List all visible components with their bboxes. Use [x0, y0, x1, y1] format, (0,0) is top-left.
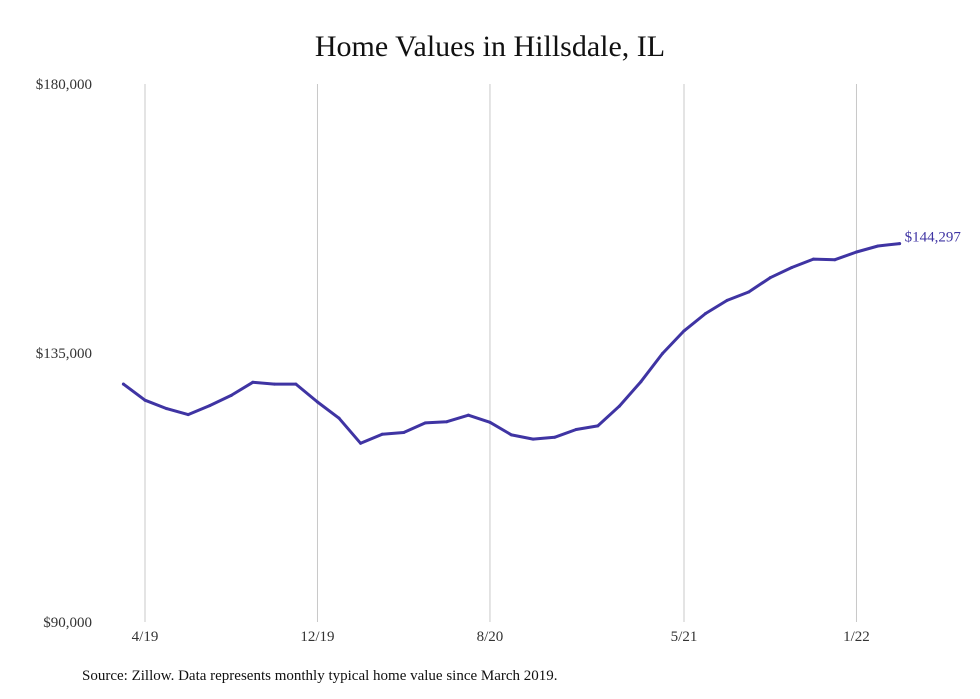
- data-point: [208, 404, 212, 408]
- data-point: [423, 421, 427, 425]
- x-tick-label: 8/20: [477, 629, 504, 645]
- data-point: [553, 435, 557, 439]
- data-point: [294, 382, 298, 386]
- data-point: [165, 407, 169, 411]
- data-point: [251, 380, 255, 384]
- x-tick-label: 5/21: [671, 629, 698, 645]
- data-point: [790, 266, 794, 270]
- series-line-group: [121, 242, 902, 445]
- data-point: [682, 329, 686, 333]
- gridlines: [144, 84, 857, 622]
- data-point: [639, 380, 643, 384]
- data-point: [315, 400, 319, 404]
- y-tick-label: $90,000: [43, 615, 92, 631]
- y-tick-label: $180,000: [36, 77, 92, 93]
- data-point: [143, 398, 147, 402]
- data-point: [596, 424, 600, 428]
- end-value-label: $144,297: [905, 230, 962, 246]
- data-point: [229, 393, 233, 397]
- data-point: [121, 382, 125, 386]
- y-tick-label: $135,000: [36, 346, 92, 362]
- data-point: [510, 433, 514, 437]
- data-point: [380, 432, 384, 436]
- data-point: [359, 441, 363, 445]
- data-point: [747, 290, 751, 294]
- x-tick-label: 4/19: [132, 629, 159, 645]
- data-point: [531, 437, 535, 441]
- data-point: [876, 244, 880, 248]
- axis-labels: 4/19 12/19 8/20 5/21 1/22 $180,000 $135,000 $90…: [36, 77, 962, 645]
- chart-title: Home Values in Hillsdale, IL: [314, 30, 666, 63]
- data-point: [833, 258, 837, 262]
- data-point: [466, 413, 470, 417]
- data-point: [854, 250, 858, 254]
- data-point: [337, 416, 341, 420]
- x-tick-label: 1/22: [843, 629, 870, 645]
- source-note: Source: Zillow. Data represents monthly …: [82, 668, 558, 684]
- data-point: [660, 352, 664, 356]
- data-point: [617, 404, 621, 408]
- series-line: [121, 242, 902, 445]
- data-point: [898, 242, 902, 246]
- data-point: [768, 276, 772, 280]
- data-point: [725, 298, 729, 302]
- data-point: [488, 420, 492, 424]
- data-point: [704, 312, 708, 316]
- data-point: [574, 428, 578, 432]
- data-point: [402, 431, 406, 435]
- data-point: [811, 257, 815, 261]
- data-point: [186, 413, 190, 417]
- data-point: [272, 382, 276, 386]
- data-point: [445, 420, 449, 424]
- x-tick-label: 12/19: [300, 629, 334, 645]
